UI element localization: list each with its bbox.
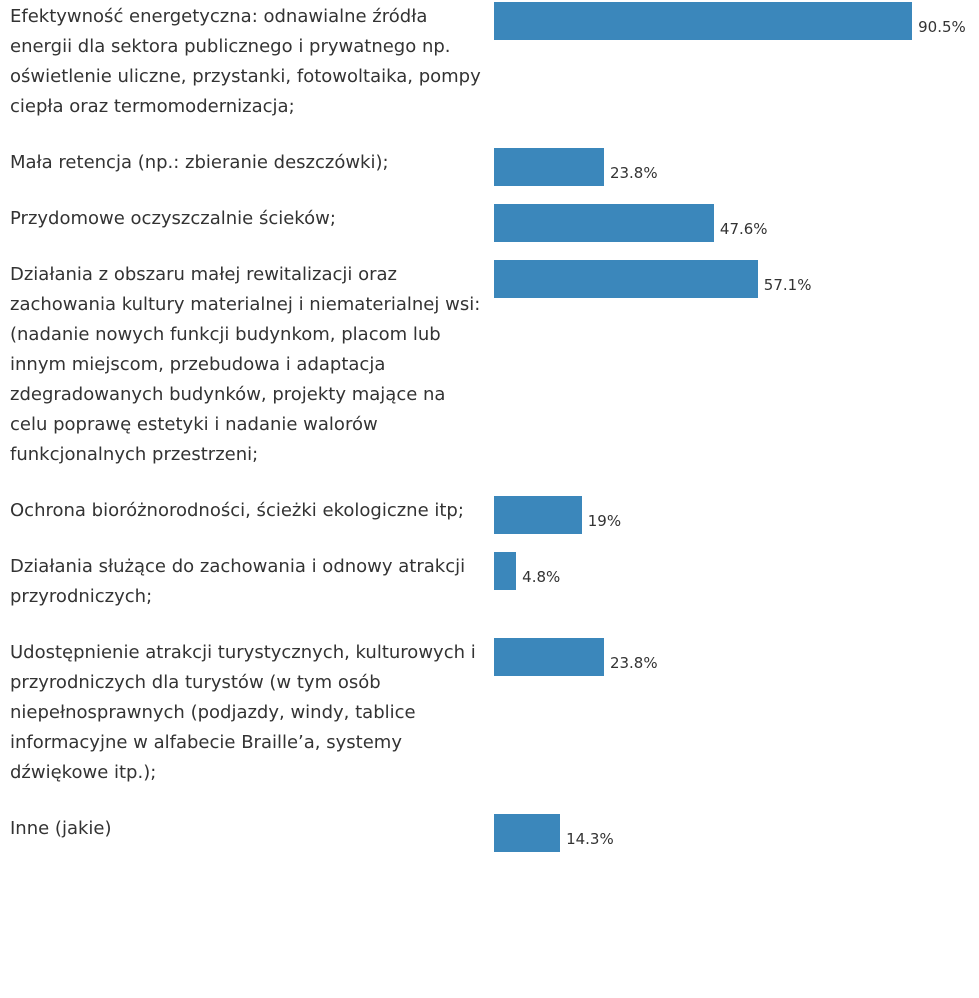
value-label: 23.8% <box>609 654 658 672</box>
bar-row: Efektywność energetyczna: odnawialne źró… <box>0 2 979 122</box>
category-label: Przydomowe oczyszczalnie ścieków; <box>10 208 336 229</box>
bar <box>494 552 517 590</box>
bar <box>494 260 758 298</box>
category-label: Działania służące do zachowania i odnowy… <box>10 556 466 607</box>
bar <box>494 814 561 852</box>
value-label: 14.3% <box>566 830 614 848</box>
bar <box>494 496 582 534</box>
bar <box>494 148 604 186</box>
category-label: Udostępnienie atrakcji turystycznych, ku… <box>10 642 476 783</box>
bar-row: Mała retencja (np.: zbieranie deszczówki… <box>0 148 979 186</box>
value-label: 57.1% <box>763 276 812 294</box>
bar-row: Działania służące do zachowania i odnowy… <box>0 552 979 612</box>
bar <box>494 638 604 676</box>
bar-row: Inne (jakie) 14.3% <box>0 814 979 852</box>
value-label: 4.8% <box>522 568 561 586</box>
bar-row: Przydomowe oczyszczalnie ścieków; 47.6% <box>0 204 979 242</box>
value-label: 23.8% <box>609 164 658 182</box>
value-label: 47.6% <box>719 220 768 238</box>
bar-row: Działania z obszaru małej rewitalizacji … <box>0 260 979 470</box>
category-label: Inne (jakie) <box>10 818 112 839</box>
value-label: 90.5% <box>918 18 966 36</box>
bar-row: Ochrona bioróżnorodności, ścieżki ekolog… <box>0 496 979 534</box>
bar-row: Udostępnienie atrakcji turystycznych, ku… <box>0 638 979 788</box>
value-label: 19% <box>587 512 622 530</box>
bar <box>494 204 714 242</box>
category-label: Efektywność energetyczna: odnawialne źró… <box>10 6 481 117</box>
bar <box>494 2 913 40</box>
category-label: Ochrona bioróżnorodności, ścieżki ekolog… <box>10 500 464 521</box>
category-label: Mała retencja (np.: zbieranie deszczówki… <box>10 152 389 173</box>
category-label: Działania z obszaru małej rewitalizacji … <box>10 264 481 465</box>
